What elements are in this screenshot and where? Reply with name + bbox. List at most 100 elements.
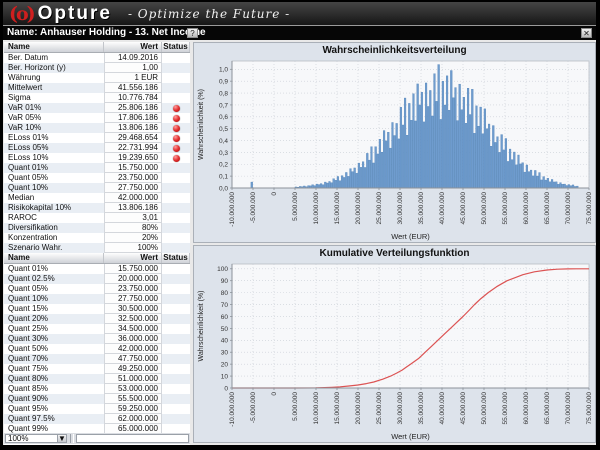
- table-row[interactable]: Quant 01%15.750.000: [4, 264, 190, 274]
- chevron-down-icon[interactable]: ▼: [57, 435, 66, 442]
- table-row[interactable]: ELoss 10%19.239.650: [4, 153, 190, 163]
- cell-status: [162, 103, 190, 113]
- table-row[interactable]: Quant 05%23.750.000: [4, 173, 190, 183]
- cell-value: 25.806.186: [104, 103, 162, 113]
- titlebar-title: Name: Anhauser Holding - 13. Net Income: [7, 27, 206, 38]
- table-row[interactable]: Median42.000.000: [4, 193, 190, 203]
- cell-name: Quant 85%: [4, 384, 104, 394]
- cell-value: 41.556.186: [104, 83, 162, 93]
- chart-panel-distribution: Wahrscheinlichkeitsverteilung 0,00,10,20…: [193, 42, 596, 243]
- cell-status: [162, 173, 190, 183]
- table-header-row[interactable]: NameWertStatus: [4, 42, 190, 53]
- cell-name: Quant 90%: [4, 394, 104, 404]
- svg-text:-10.000.000: -10.000.000: [229, 192, 236, 227]
- svg-text:40.000.000: 40.000.000: [439, 392, 446, 425]
- help-button[interactable]: ?: [187, 28, 198, 38]
- table-row[interactable]: Risikokapital 10%13.806.186: [4, 203, 190, 213]
- svg-text:70: 70: [221, 302, 229, 309]
- cell-status: [162, 113, 190, 123]
- table-row[interactable]: Konzentration20%: [4, 233, 190, 243]
- table-row[interactable]: Quant 95%59.250.000: [4, 404, 190, 414]
- svg-text:5.000.000: 5.000.000: [292, 192, 299, 221]
- cell-status: [162, 414, 190, 424]
- table-row[interactable]: Quant 10%27.750.000: [4, 294, 190, 304]
- table-row[interactable]: ELoss 01%29.468.654: [4, 133, 190, 143]
- table-header-row[interactable]: NameWertStatus: [4, 253, 190, 264]
- svg-text:35.000.000: 35.000.000: [418, 192, 425, 225]
- svg-text:60: 60: [221, 314, 229, 321]
- opture-logo-icon: (o): [9, 3, 34, 25]
- table-row[interactable]: Währung1 EUR: [4, 73, 190, 83]
- cell-value: 42.000.000: [104, 193, 162, 203]
- svg-text:40.000.000: 40.000.000: [439, 192, 446, 225]
- column-header: Status: [162, 253, 190, 263]
- cell-status: [162, 284, 190, 294]
- table-row[interactable]: Quant 05%23.750.000: [4, 284, 190, 294]
- cell-name: Quant 97.5%: [4, 414, 104, 424]
- cell-name: Quant 05%: [4, 173, 104, 183]
- table-row[interactable]: Sigma10.776.784: [4, 93, 190, 103]
- table-row[interactable]: Diversifikation80%: [4, 223, 190, 233]
- table-row[interactable]: Ber. Horizont (y)1,00: [4, 63, 190, 73]
- cell-value: 15.750.000: [104, 264, 162, 274]
- table-row[interactable]: VaR 01%25.806.186: [4, 103, 190, 113]
- zoom-combobox[interactable]: 100% ▼: [5, 434, 67, 443]
- cell-name: ELoss 01%: [4, 133, 104, 143]
- cell-name: Quant 10%: [4, 183, 104, 193]
- cell-name: Risikokapital 10%: [4, 203, 104, 213]
- svg-text:65.000.000: 65.000.000: [544, 192, 551, 225]
- cell-name: Quant 95%: [4, 404, 104, 414]
- cell-value: 1 EUR: [104, 73, 162, 83]
- cell-status: [162, 354, 190, 364]
- stats-table: NameWertStatusBer. Datum14.09.2016Ber. H…: [4, 42, 190, 253]
- svg-text:Wert (EUR): Wert (EUR): [391, 232, 430, 241]
- table-row[interactable]: VaR 10%13.806.186: [4, 123, 190, 133]
- svg-text:100: 100: [217, 266, 228, 273]
- table-row[interactable]: Quant 10%27.750.000: [4, 183, 190, 193]
- table-row[interactable]: Szenario Wahr.100%: [4, 243, 190, 253]
- svg-text:0,5: 0,5: [219, 126, 228, 133]
- svg-text:0,8: 0,8: [219, 90, 228, 97]
- table-row[interactable]: Ber. Datum14.09.2016: [4, 53, 190, 63]
- cell-value: 20%: [104, 233, 162, 243]
- table-row[interactable]: Quant 01%15.750.000: [4, 163, 190, 173]
- cell-name: VaR 05%: [4, 113, 104, 123]
- svg-text:20.000.000: 20.000.000: [355, 392, 362, 425]
- svg-text:10.000.000: 10.000.000: [313, 392, 320, 425]
- cell-status: [162, 83, 190, 93]
- table-row[interactable]: RAROC3,01: [4, 213, 190, 223]
- table-row[interactable]: Quant 15%30.500.000: [4, 304, 190, 314]
- status-red-dot-icon: [173, 145, 180, 152]
- table-row[interactable]: Quant 70%47.750.000: [4, 354, 190, 364]
- table-row[interactable]: ELoss 05%22.731.994: [4, 143, 190, 153]
- table-row[interactable]: Quant 50%42.000.000: [4, 344, 190, 354]
- svg-text:60.000.000: 60.000.000: [523, 392, 530, 425]
- cell-status: [162, 404, 190, 414]
- svg-text:-5.000.000: -5.000.000: [250, 392, 257, 423]
- table-row[interactable]: Quant 25%34.500.000: [4, 324, 190, 334]
- cell-status: [162, 143, 190, 153]
- cell-value: 100%: [104, 243, 162, 253]
- cell-value: 10.776.784: [104, 93, 162, 103]
- svg-text:50: 50: [221, 326, 229, 333]
- cell-value: 62.000.000: [104, 414, 162, 424]
- table-row[interactable]: Quant 90%55.500.000: [4, 394, 190, 404]
- table-row[interactable]: Quant 85%53.000.000: [4, 384, 190, 394]
- table-row[interactable]: Quant 20%32.500.000: [4, 314, 190, 324]
- svg-text:0,9: 0,9: [219, 79, 228, 86]
- column-header: Name: [4, 42, 104, 52]
- table-row[interactable]: Quant 02.5%20.000.000: [4, 274, 190, 284]
- footer-field[interactable]: [76, 434, 189, 443]
- table-row[interactable]: Quant 75%49.250.000: [4, 364, 190, 374]
- chart-panel-cumulative: Kumulative Verteilungsfunktion 010203040…: [193, 245, 596, 443]
- panel-footer: 100% ▼: [4, 433, 190, 444]
- cell-status: [162, 73, 190, 83]
- table-row[interactable]: Quant 80%51.000.000: [4, 374, 190, 384]
- close-button[interactable]: ✕: [581, 28, 592, 38]
- brand-tagline: - Optimize the Future -: [128, 7, 290, 21]
- table-row[interactable]: VaR 05%17.806.186: [4, 113, 190, 123]
- table-row[interactable]: Quant 97.5%62.000.000: [4, 414, 190, 424]
- cell-status: [162, 384, 190, 394]
- table-row[interactable]: Quant 30%36.000.000: [4, 334, 190, 344]
- table-row[interactable]: Mittelwert41.556.186: [4, 83, 190, 93]
